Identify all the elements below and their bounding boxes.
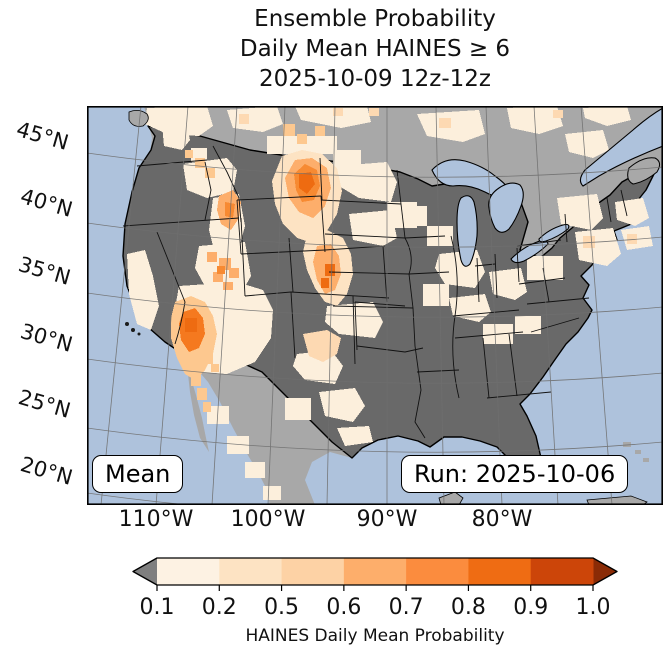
colorbar-tick-label: 1.0 [576, 595, 611, 620]
colorbar-tick-label: 0.5 [264, 595, 299, 620]
nova-scotia [627, 157, 661, 185]
map-axes [86, 82, 664, 518]
lake-michigan [456, 195, 478, 267]
colorbar-segment [219, 558, 283, 585]
colorbar-segment [406, 558, 469, 585]
lon-tick-110w: 110°W [118, 507, 194, 532]
probability-mid-cells [239, 108, 637, 362]
lat-tick-45n: 45°N [13, 117, 72, 155]
colorbar-over-arrow [593, 558, 617, 585]
lat-tick-20n: 20°N [17, 452, 76, 490]
channel-islands [125, 322, 141, 336]
lat-tick-40n: 40°N [17, 184, 76, 222]
map-frame [87, 106, 664, 505]
colorbar-segment [468, 558, 532, 585]
member-label-box: Mean [92, 455, 184, 493]
colorbar-under-arrow [133, 558, 157, 585]
colorbar-tick-label: 0.2 [202, 595, 237, 620]
colorbar-tick-label: 0.7 [389, 595, 424, 620]
title-line-2: Daily Mean HAINES ≥ 6 [239, 36, 511, 62]
colorbar-tick-label: 0.1 [140, 595, 175, 620]
vancouver-island [128, 110, 149, 127]
lake-huron [488, 182, 524, 233]
small-islands [623, 442, 649, 462]
lat-tick-30n: 30°N [17, 319, 76, 357]
lat-tick-35n: 35°N [15, 252, 74, 290]
lon-tick-90w: 90°W [356, 507, 418, 532]
lon-tick-80w: 80°W [471, 507, 533, 532]
probability-map [86, 82, 664, 518]
colorbar-title: HAINES Daily Mean Probability [245, 626, 504, 646]
colorbar-segment [157, 558, 220, 585]
colorbar-tick-label: 0.8 [451, 595, 486, 620]
title-line-1: Ensemble Probability [254, 6, 496, 32]
colorbar-tick-label: 0.6 [326, 595, 361, 620]
plot-title: Ensemble Probability Daily Mean HAINES ≥… [87, 4, 663, 94]
st-lawrence-gulf [579, 107, 664, 187]
run-date-box: Run: 2025-10-06 [401, 455, 629, 493]
colorbar-segment [343, 558, 407, 585]
lon-tick-100w: 100°W [230, 507, 306, 532]
colorbar: 0.1 0.2 0.5 0.6 0.7 0.8 0.9 1.0 HAINES Daily Mea… [132, 557, 618, 646]
colorbar-tick-label: 0.9 [513, 595, 548, 620]
title-line-3: 2025-10-09 12z-12z [259, 66, 491, 92]
colorbar-segment [281, 558, 345, 585]
lat-tick-25n: 25°N [15, 385, 74, 423]
state-borders [122, 145, 628, 439]
colorbar-segment [530, 558, 594, 585]
